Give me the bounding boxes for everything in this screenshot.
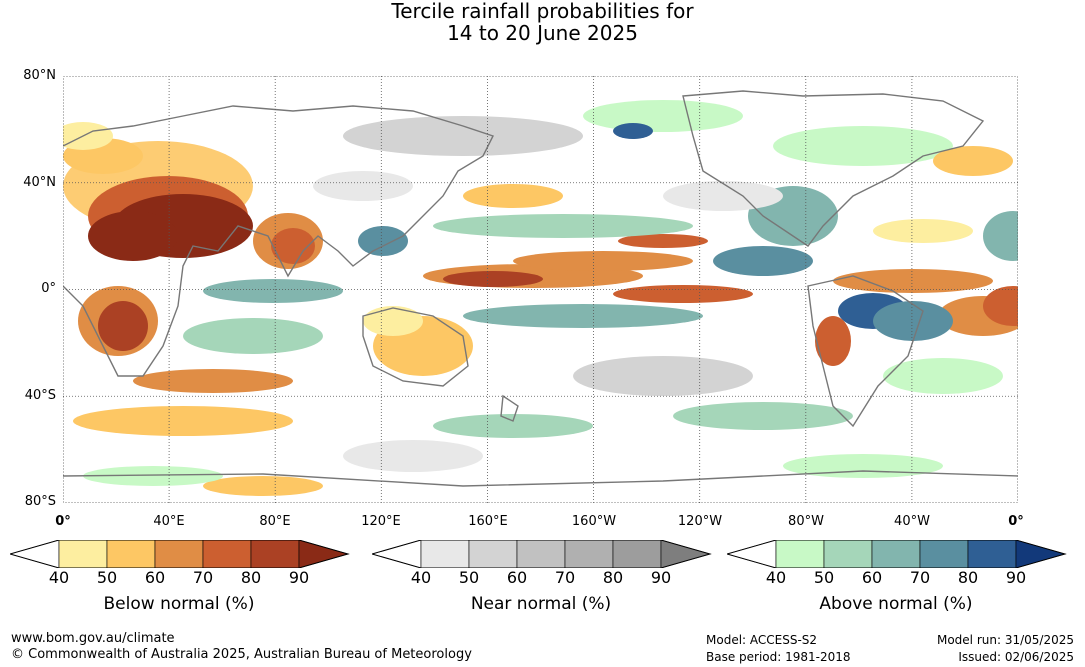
near-swatch-80-90	[612, 540, 662, 568]
above-swatch-70-80	[919, 540, 969, 568]
above-tick-40: 40	[765, 568, 787, 587]
above-swatch-under	[727, 540, 777, 568]
below-swatch-over	[298, 540, 350, 568]
model-name: Model: ACCESS-S2	[706, 633, 818, 647]
below-swatch-under	[10, 540, 60, 568]
lon-label-40w: 40°W	[894, 514, 930, 529]
lon-label-120w: 120°W	[677, 514, 723, 529]
rainfall-probability-map	[63, 76, 1018, 503]
lon-label-120e: 120°E	[361, 514, 401, 529]
near-tick-60: 60	[506, 568, 528, 587]
near-tick-80: 80	[602, 568, 624, 587]
below-tick-80: 80	[240, 568, 262, 587]
lat-label-80n: 80°N	[23, 68, 56, 83]
colorbar-above-title: Above normal (%)	[819, 594, 973, 614]
below-tick-70: 70	[192, 568, 214, 587]
below-swatch-50-60	[106, 540, 156, 568]
below-swatch-70-80	[202, 540, 252, 568]
above-tick-80: 80	[957, 568, 979, 587]
north-america-outline	[682, 90, 985, 247]
colorbar-near-normal-svg	[372, 540, 712, 568]
lat-label-40n: 40°N	[23, 175, 56, 190]
colorbar-near-title: Near normal (%)	[470, 594, 612, 614]
footer-run-info: Model run: 31/05/2025 Issued: 02/06/2025	[874, 632, 1074, 666]
lon-label-40e: 40°E	[153, 514, 185, 529]
near-swatch-60-70	[516, 540, 566, 568]
map-title-line2: 14 to 20 June 2025	[447, 21, 638, 45]
colorbar-above-normal	[727, 540, 1067, 568]
above-swatch-60-70	[871, 540, 921, 568]
colorbar-near-normal	[372, 540, 712, 568]
above-swatch-80-90	[967, 540, 1017, 568]
below-swatch-80-90	[250, 540, 300, 568]
above-tick-50: 50	[813, 568, 835, 587]
map-title-line1: Tercile rainfall probabilities for	[391, 0, 694, 23]
near-swatch-over	[660, 540, 712, 568]
antarctica-outline	[63, 470, 1018, 487]
australia-outline	[362, 307, 469, 387]
near-swatch-50-60	[468, 540, 518, 568]
near-tick-50: 50	[458, 568, 480, 587]
copyright-text: © Commonwealth of Australia 2025, Austra…	[11, 647, 472, 662]
footer-left: www.bom.gov.au/climate © Commonwealth of…	[11, 631, 472, 663]
above-tick-60: 60	[861, 568, 883, 587]
south-america-outline	[807, 275, 924, 428]
lon-label-160e: 160°E	[468, 514, 508, 529]
colorbar-below-normal-svg	[10, 540, 350, 568]
below-tick-40: 40	[48, 568, 70, 587]
below-swatch-60-70	[154, 540, 204, 568]
above-swatch-over	[1015, 540, 1067, 568]
issued-date: Issued: 02/06/2025	[958, 650, 1074, 664]
coastlines	[63, 90, 1018, 487]
map-canvas	[63, 76, 1018, 503]
lon-label-0-left: 0°	[55, 514, 71, 529]
below-swatch-40-50	[58, 540, 108, 568]
lon-label-80w: 80°W	[788, 514, 824, 529]
near-tick-40: 40	[410, 568, 432, 587]
lat-label-0: 0°	[41, 281, 56, 296]
lat-label-40s: 40°S	[24, 388, 56, 403]
above-tick-70: 70	[909, 568, 931, 587]
above-swatch-50-60	[823, 540, 873, 568]
above-tick-90: 90	[1005, 568, 1027, 587]
map-gridlines	[63, 76, 1018, 503]
lon-label-160w: 160°W	[571, 514, 617, 529]
new-zealand-outline	[500, 394, 519, 422]
website-link[interactable]: www.bom.gov.au/climate	[11, 631, 175, 646]
below-tick-60: 60	[144, 568, 166, 587]
above-swatch-40-50	[775, 540, 825, 568]
colorbar-above-normal-svg	[727, 540, 1067, 568]
colorbar-below-normal	[10, 540, 350, 568]
near-tick-70: 70	[554, 568, 576, 587]
probability-patches	[63, 100, 1018, 496]
model-run-date: Model run: 31/05/2025	[936, 633, 1074, 647]
eurasia-africa-outline	[63, 105, 494, 377]
base-period: Base period: 1981-2018	[706, 650, 851, 664]
near-swatch-under	[372, 540, 422, 568]
near-swatch-70-80	[564, 540, 614, 568]
lat-label-80s: 80°S	[24, 494, 56, 509]
below-tick-50: 50	[96, 568, 118, 587]
near-swatch-40-50	[420, 540, 470, 568]
footer-model-info: Model: ACCESS-S2 Base period: 1981-2018	[706, 632, 851, 666]
lon-label-80e: 80°E	[259, 514, 291, 529]
near-tick-90: 90	[650, 568, 672, 587]
colorbar-below-title: Below normal (%)	[103, 594, 255, 614]
lon-label-0-right: 0°	[1008, 514, 1024, 529]
below-tick-90: 90	[288, 568, 310, 587]
